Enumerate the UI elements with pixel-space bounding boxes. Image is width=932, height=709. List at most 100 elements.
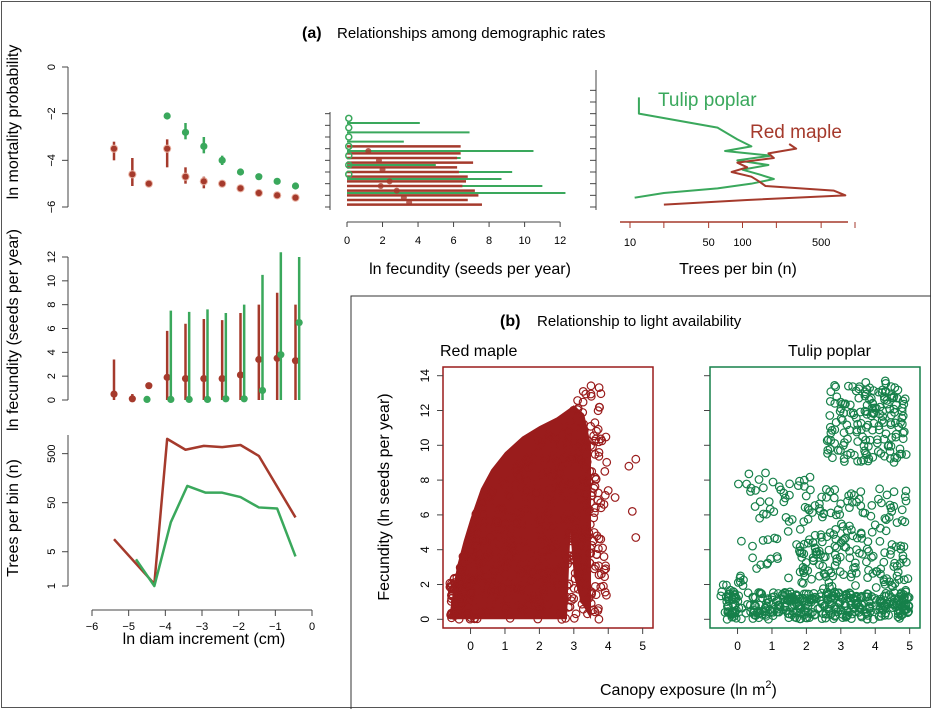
series-line — [634, 97, 775, 199]
data-point — [868, 399, 878, 409]
data-point — [553, 581, 562, 590]
data-point — [781, 513, 791, 522]
data-point — [793, 481, 803, 491]
data-point — [862, 544, 872, 554]
data-point — [833, 446, 843, 455]
data-point — [881, 386, 890, 396]
data-point — [829, 493, 839, 503]
data-point — [817, 537, 827, 547]
data-point — [799, 568, 809, 578]
data-point — [821, 613, 830, 623]
data-point — [862, 557, 871, 567]
data-point — [109, 144, 119, 153]
data-point — [804, 505, 814, 515]
data-point — [806, 595, 815, 605]
data-point — [825, 599, 834, 609]
data-point — [754, 475, 764, 484]
data-point — [570, 574, 580, 584]
data-point — [596, 434, 606, 444]
panel-a-letter: (a) — [302, 25, 322, 42]
data-point — [479, 535, 489, 545]
data-point — [484, 551, 494, 560]
x-tick-label: 6 — [450, 235, 456, 247]
data-point — [899, 427, 909, 437]
data-point — [145, 382, 153, 390]
data-point — [874, 494, 883, 504]
data-point — [489, 565, 499, 575]
data-point — [898, 551, 908, 561]
data-point — [901, 585, 911, 595]
data-point — [889, 393, 898, 403]
data-point — [530, 506, 539, 516]
data-point — [890, 558, 899, 568]
x-tick-label: −4 — [159, 621, 172, 633]
data-point — [581, 490, 591, 500]
data-point — [893, 567, 903, 577]
data-point — [569, 613, 579, 623]
data-point — [504, 489, 513, 499]
data-point — [579, 579, 589, 589]
y-tick-label: −6 — [46, 201, 58, 214]
data-point — [540, 575, 550, 585]
data-point — [748, 553, 757, 563]
y-tick-label: 2 — [46, 373, 58, 379]
data-point — [563, 529, 573, 539]
data-point — [897, 516, 907, 525]
data-point — [560, 560, 570, 569]
data-point — [513, 460, 523, 470]
data-point — [831, 604, 840, 614]
data-point — [473, 587, 483, 596]
data-point — [845, 521, 854, 531]
data-point — [758, 536, 768, 545]
data-point — [393, 187, 400, 194]
data-point — [516, 517, 526, 527]
data-point — [723, 602, 732, 611]
data-point — [581, 477, 591, 487]
data-point — [236, 168, 245, 176]
data-point — [875, 484, 884, 494]
y-tick-label: 4 — [418, 546, 432, 553]
x-tick-label: 2 — [536, 639, 543, 653]
y-tick-label: 500 — [46, 444, 58, 462]
data-point — [595, 402, 604, 412]
y-tick-label: 8 — [418, 476, 432, 483]
data-point — [896, 541, 906, 551]
data-point — [825, 444, 835, 454]
data-point — [755, 600, 764, 610]
data-point — [509, 547, 519, 557]
data-point — [538, 435, 548, 445]
data-point — [756, 588, 766, 598]
data-point — [558, 430, 568, 440]
data-point — [837, 519, 846, 529]
data-point — [532, 489, 542, 499]
data-point — [495, 540, 505, 549]
data-point — [550, 478, 560, 487]
data-point — [570, 568, 580, 578]
data-point — [899, 399, 909, 409]
data-point — [879, 557, 889, 567]
data-point — [832, 557, 842, 566]
data-point — [849, 450, 859, 460]
data-point — [880, 514, 890, 523]
red-maple-title: Red maple — [440, 343, 517, 360]
data-point — [785, 490, 794, 500]
data-point — [181, 128, 190, 136]
data-point — [503, 537, 512, 547]
data-point — [841, 399, 850, 409]
data-point — [849, 563, 858, 573]
data-point — [801, 491, 811, 501]
data-point — [548, 433, 558, 443]
data-point — [838, 593, 848, 603]
data-point — [452, 607, 462, 617]
data-point — [167, 395, 175, 404]
data-point — [901, 496, 911, 506]
data-point — [580, 463, 590, 473]
data-point — [810, 544, 820, 553]
data-point — [900, 394, 910, 404]
data-point — [277, 351, 285, 359]
data-point — [627, 507, 637, 516]
x-tick-label: 5 — [906, 639, 913, 653]
y-tick-label: −4 — [46, 154, 58, 167]
data-point — [578, 397, 588, 407]
data-point — [879, 434, 889, 444]
